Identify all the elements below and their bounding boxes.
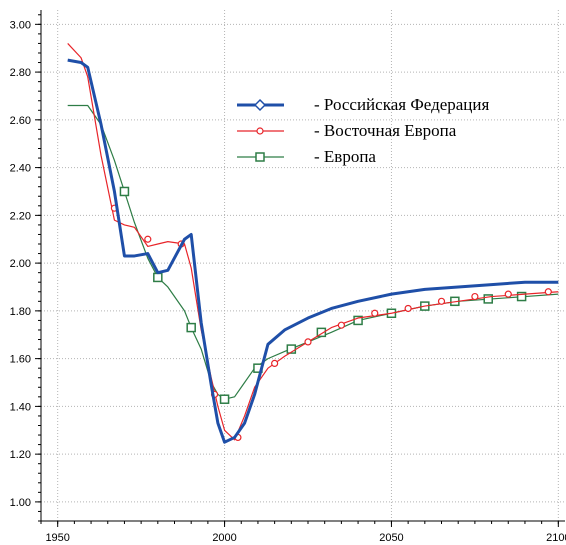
y-tick-label: 2.60: [10, 115, 31, 127]
y-tick-label: 2.40: [10, 163, 31, 175]
data-point-square: [119, 186, 130, 197]
data-point-circle: [337, 321, 345, 329]
series-line-diamond: [67, 58, 559, 444]
series-layer: [67, 43, 559, 444]
data-point-circle: [437, 297, 446, 305]
data-point-square: [483, 294, 493, 304]
y-tick-label: 1.20: [10, 449, 31, 461]
y-tick-label: 2.80: [10, 67, 31, 79]
data-point-circle: [471, 292, 479, 301]
data-point-square: [316, 327, 327, 338]
data-point-square: [353, 315, 363, 326]
data-point-circle: [271, 359, 279, 368]
legend-marker-diamond: [253, 98, 267, 112]
y-tick-label: 2.00: [10, 258, 31, 270]
data-point-circle: [544, 288, 552, 296]
data-point-circle: [304, 338, 312, 346]
data-point-square: [153, 272, 163, 283]
series-line-circle: [67, 43, 559, 441]
y-tick-label: 2.20: [10, 210, 31, 222]
legend-marker-square: [255, 152, 265, 162]
x-tick-label: 2050: [379, 532, 403, 544]
axes: 1.00 1.20 1.40 1.60 1.80 2.00 2.20 2.40 2.60 2.80…: [10, 10, 566, 544]
legend-label: - Восточная Европа: [314, 121, 457, 140]
x-tick-label: 2100: [546, 532, 566, 544]
data-point-square: [186, 322, 196, 333]
y-tick-label: 1.00: [10, 497, 31, 509]
legend-label: - Европа: [314, 147, 376, 166]
data-point-square: [219, 394, 230, 404]
legend: - Российская Федерация - Восточная Европа…: [237, 95, 490, 166]
legend-marker-circle: [256, 127, 264, 135]
legend-label: - Российская Федерация: [314, 95, 490, 114]
y-tick-label: 3.00: [10, 19, 31, 31]
data-point-square: [516, 291, 527, 302]
y-tick-label: 1.40: [10, 401, 31, 413]
data-point-circle: [144, 235, 152, 243]
grid: [41, 10, 565, 521]
x-tick-label: 1950: [45, 532, 69, 544]
x-tick-label: 2000: [212, 532, 236, 544]
data-point-circle: [371, 309, 379, 317]
y-tick-label: 1.60: [10, 354, 31, 366]
data-point-circle: [504, 290, 512, 298]
data-point-circle: [404, 304, 412, 313]
y-tick-label: 1.80: [10, 306, 31, 318]
